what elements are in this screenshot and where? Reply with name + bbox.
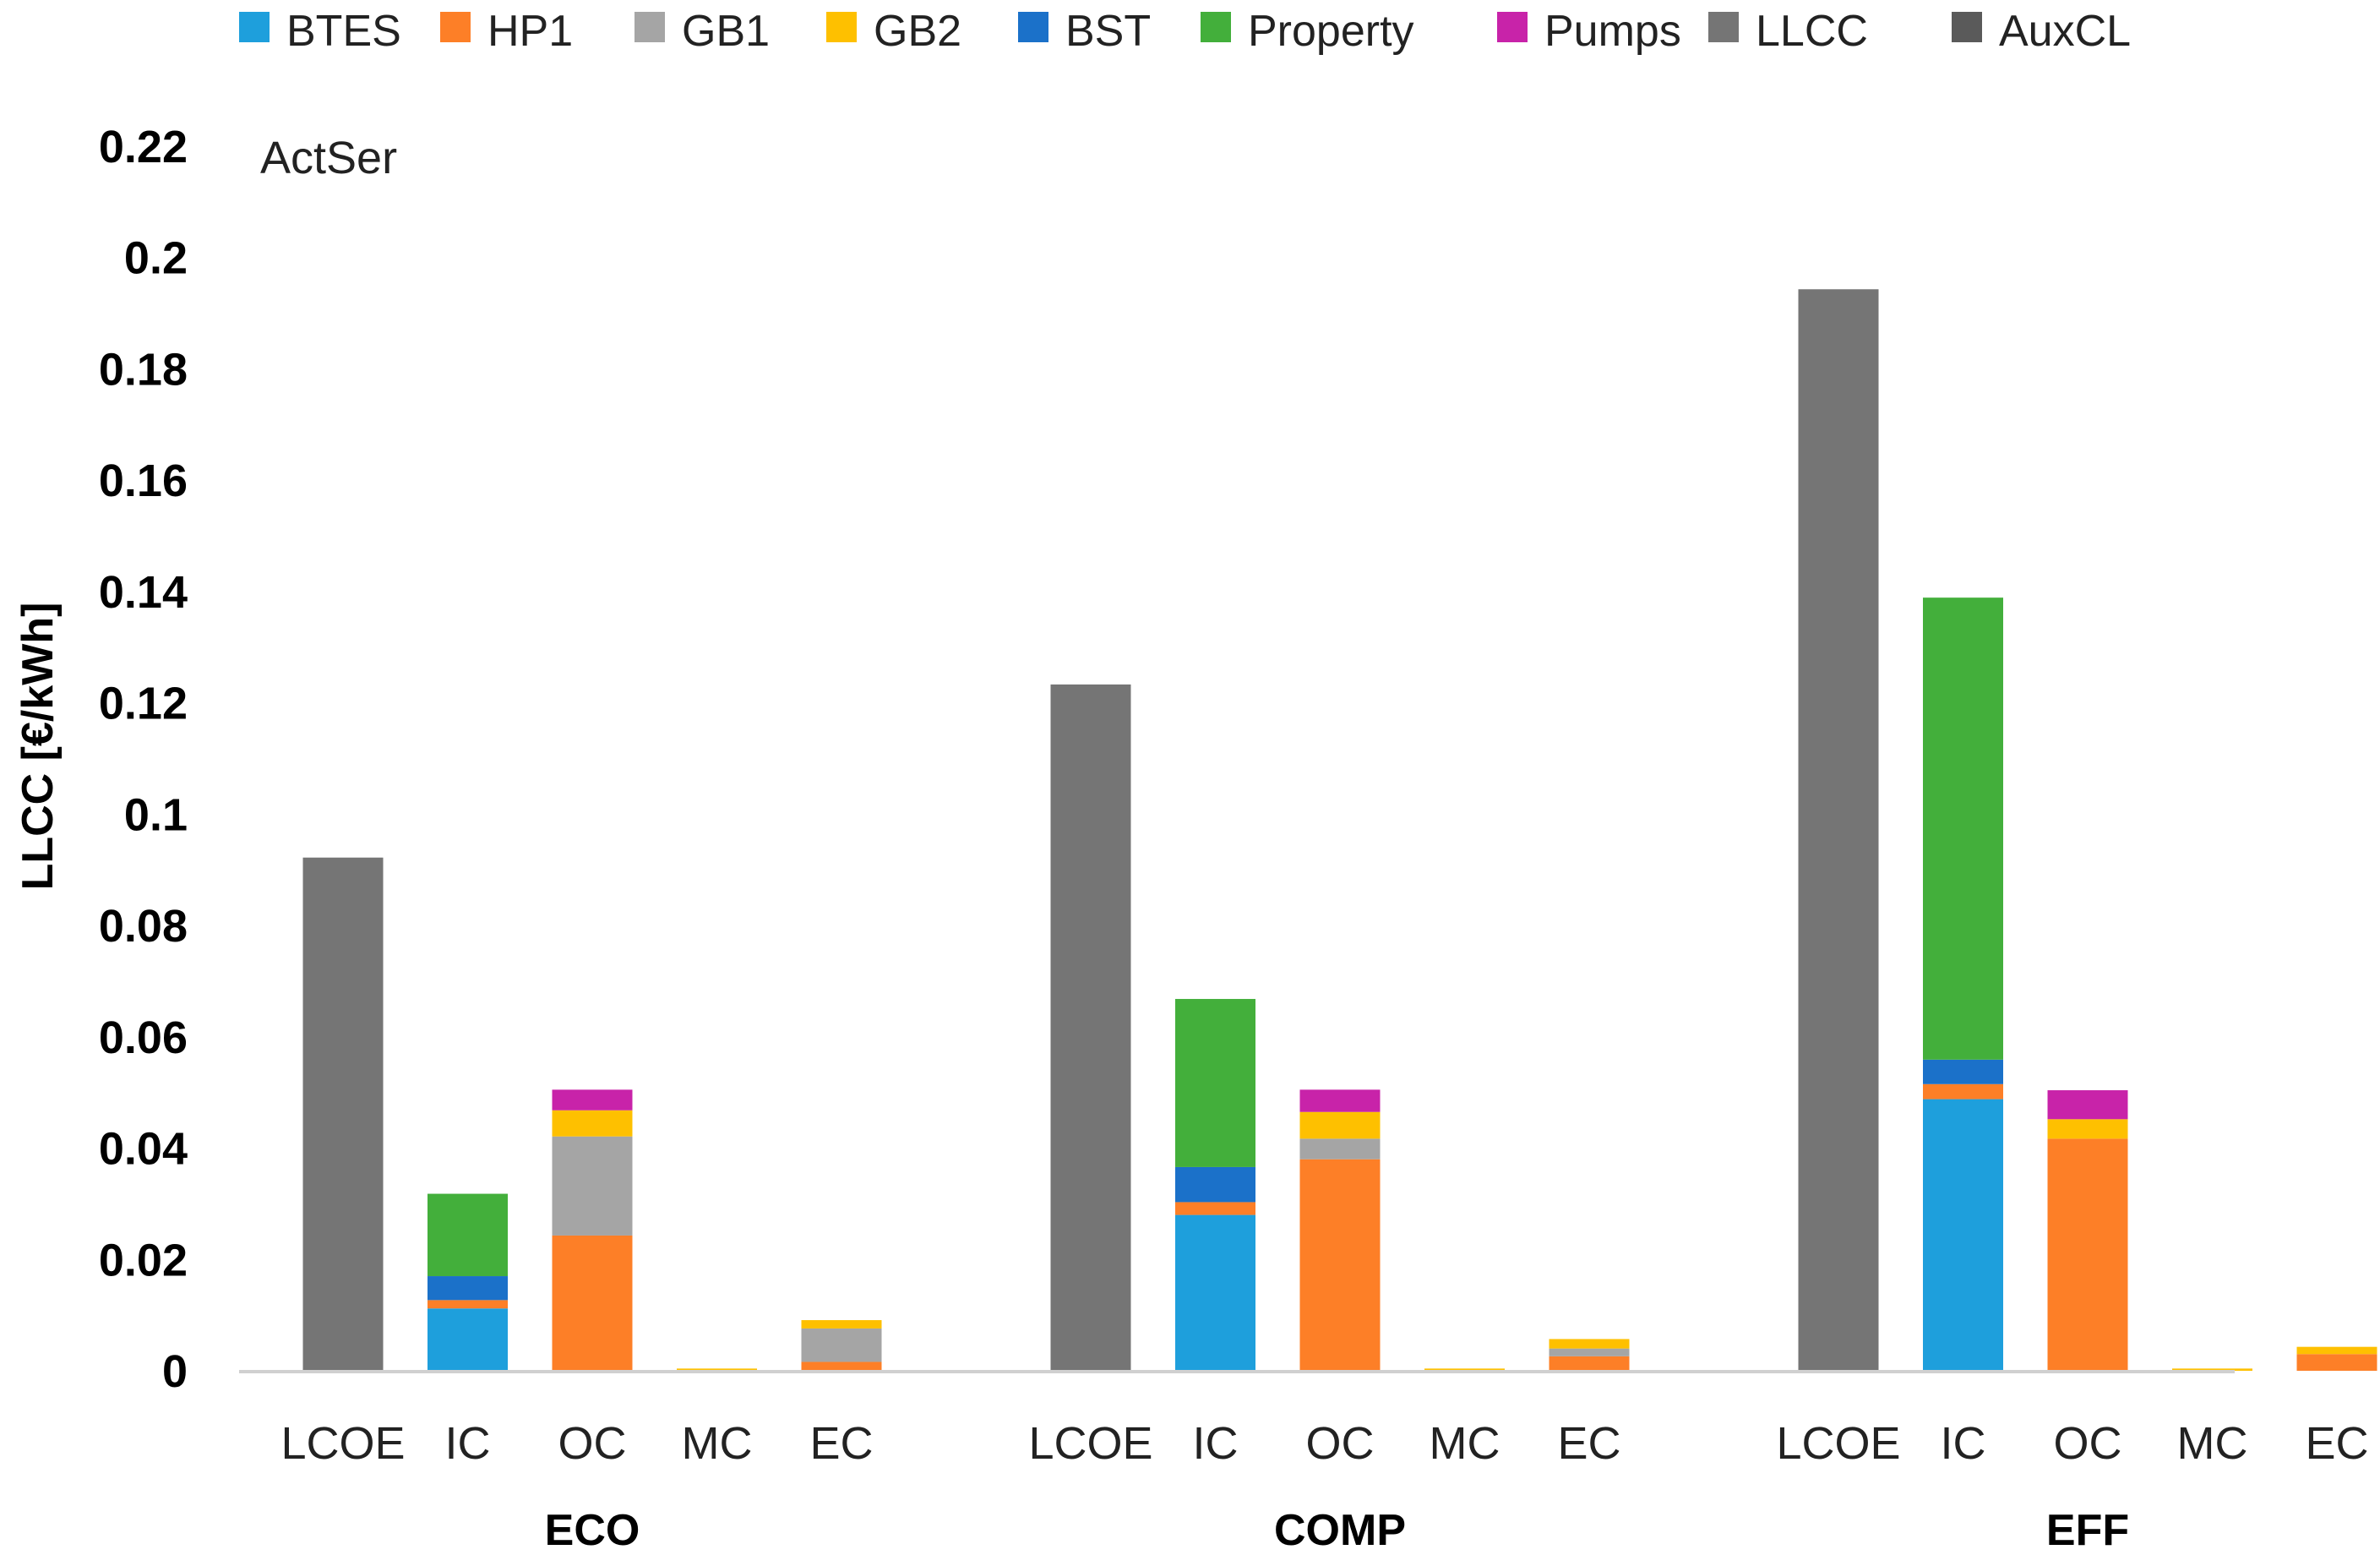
y-axis-label: LLCC [€/kWh]: [14, 603, 63, 891]
group-label-eff: EFF: [2046, 1506, 2129, 1555]
legend-swatch-pumps: [1497, 12, 1528, 42]
legend-label-pumps: Pumps: [1544, 7, 1681, 56]
x-tick-label: IC: [445, 1418, 491, 1469]
x-tick-label: LCOE: [280, 1418, 405, 1469]
x-tick-label: LCOE: [1028, 1418, 1152, 1469]
bars: [302, 289, 2377, 1371]
bar-segment-comp-ic-btes: [1175, 1214, 1255, 1371]
bar-segment-comp-ec-hp1: [1549, 1356, 1630, 1371]
y-tick-label: 0.14: [99, 567, 188, 618]
bar-segment-eco-ic-property: [428, 1193, 508, 1277]
legend-label-llcc: LLCC: [1756, 7, 1868, 56]
bar-segment-eff-ic-property: [1923, 597, 2003, 1060]
bar-segment-comp-oc-pumps: [1299, 1089, 1381, 1112]
bar-segment-comp-ic-hp1: [1175, 1202, 1255, 1215]
x-tick-label: OC: [558, 1418, 627, 1469]
legend-label-bst: BST: [1065, 7, 1151, 56]
bar-segment-eco-oc-gb1: [552, 1136, 633, 1236]
bar-segment-comp-ic-bst: [1175, 1166, 1255, 1203]
bar-segment-eco-ic-btes: [428, 1308, 508, 1371]
x-tick-label: MC: [2177, 1418, 2248, 1469]
legend-label-btes: BTES: [286, 7, 401, 56]
legend-swatch-btes: [239, 12, 270, 42]
x-tick-label: EC: [1557, 1418, 1620, 1469]
y-tick-label: 0.2: [124, 233, 188, 284]
bar-segment-comp-oc-hp1: [1299, 1159, 1381, 1371]
bar-segment-eff-oc-gb2: [2047, 1119, 2128, 1139]
legend-swatch-llcc: [1708, 12, 1739, 42]
y-tick-label: 0.16: [99, 456, 188, 506]
y-tick-label: 0.12: [99, 679, 188, 729]
group-label-comp: COMP: [1274, 1506, 1406, 1555]
bar-segment-eff-ic-bst: [1923, 1059, 2003, 1084]
bar-segment-eco-oc-hp1: [552, 1235, 633, 1371]
legend: BTES HP1 GB1 GB2 BST Property Pumps LLCC AuxCL: [239, 7, 2131, 56]
x-axis: LCOE IC OC MC EC ECO LCOE IC OC MC EC COMP LCOE IC OC M…: [239, 1370, 2369, 1555]
bar-segment-eff-ec-gb2: [2296, 1346, 2377, 1355]
bar-segment-eco-ec-hp1: [801, 1361, 882, 1371]
x-tick-label: OC: [2054, 1418, 2122, 1469]
legend-label-auxcl: AuxCL: [1999, 7, 2131, 56]
y-tick-label: 0.08: [99, 901, 188, 952]
legend-swatch-bst: [1018, 12, 1048, 42]
y-tick-label: 0.04: [99, 1124, 188, 1175]
bar-segment-eff-mc-gb2: [2172, 1368, 2252, 1371]
y-tick-label: 0.1: [124, 789, 188, 840]
bar-segment-eco-ic-hp1: [428, 1300, 508, 1309]
bar-segment-comp-ec-gb2: [1549, 1339, 1630, 1349]
x-tick-label: EC: [809, 1418, 873, 1469]
bar-segment-comp-lcoe-llcc: [1050, 684, 1131, 1371]
bar-segment-eff-oc-pumps: [2047, 1090, 2128, 1120]
x-tick-label: IC: [1193, 1418, 1239, 1469]
y-tick-label: 0.18: [99, 344, 188, 395]
bar-segment-comp-oc-gb2: [1299, 1111, 1381, 1139]
bar-segment-eco-oc-pumps: [552, 1089, 633, 1110]
bar-segment-eff-lcoe-llcc: [1798, 289, 1879, 1371]
y-axis: 0 0.02 0.04 0.06 0.08 0.1 0.12 0.14 0.16 0.18 0.2 0…: [99, 122, 188, 1397]
legend-swatch-gb1: [634, 12, 665, 42]
legend-label-gb1: GB1: [682, 7, 770, 56]
x-tick-label: MC: [682, 1418, 753, 1469]
y-tick-label: 0.02: [99, 1235, 188, 1285]
legend-swatch-auxcl: [1952, 12, 1982, 42]
legend-swatch-hp1: [440, 12, 471, 42]
x-tick-label: OC: [1306, 1418, 1375, 1469]
y-tick-label: 0: [162, 1346, 188, 1397]
legend-label-gb2: GB2: [874, 7, 961, 56]
chart-annotation: ActSer: [260, 133, 397, 183]
bar-segment-eff-ic-btes: [1923, 1099, 2003, 1371]
bar-segment-comp-oc-gb1: [1299, 1138, 1381, 1159]
legend-swatch-property: [1201, 12, 1231, 42]
legend-label-hp1: HP1: [487, 7, 573, 56]
group-label-eco: ECO: [545, 1506, 640, 1555]
x-tick-label: LCOE: [1776, 1418, 1900, 1469]
x-tick-label: EC: [2305, 1418, 2368, 1469]
bar-segment-eff-oc-hp1: [2047, 1138, 2128, 1371]
bar-segment-comp-mc-gb2: [1424, 1368, 1505, 1371]
y-tick-label: 0.22: [99, 122, 188, 172]
bar-segment-comp-ic-property: [1175, 999, 1255, 1167]
y-tick-label: 0.06: [99, 1012, 188, 1063]
bar-segment-eco-mc-gb2: [677, 1368, 757, 1371]
bar-segment-comp-ec-gb1: [1549, 1348, 1630, 1356]
legend-label-property: Property: [1248, 7, 1414, 56]
legend-swatch-gb2: [826, 12, 857, 42]
bar-segment-eco-ec-gb1: [801, 1328, 882, 1362]
bar-segment-eff-ec-hp1: [2296, 1354, 2377, 1371]
bar-segment-eco-ic-bst: [428, 1276, 508, 1301]
x-tick-label: IC: [1941, 1418, 1986, 1469]
bar-segment-eco-ec-gb2: [801, 1320, 882, 1329]
bar-segment-eff-ic-hp1: [1923, 1083, 2003, 1099]
bar-segment-eco-oc-gb2: [552, 1110, 633, 1137]
x-tick-label: MC: [1430, 1418, 1500, 1469]
bar-segment-eco-lcoe-llcc: [302, 857, 384, 1371]
